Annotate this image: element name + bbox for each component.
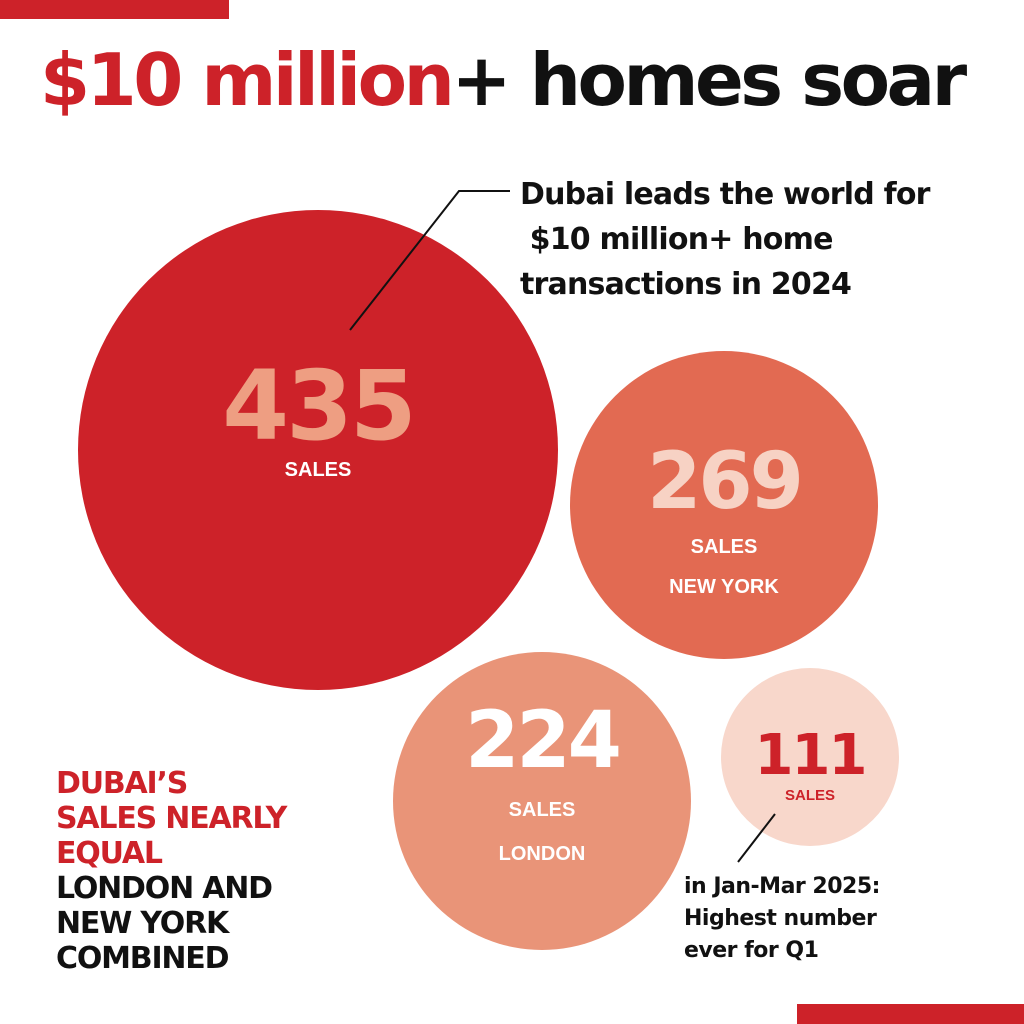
dubai-leader-line bbox=[349, 190, 510, 331]
comparison-note: DUBAI’S SALES NEARLY EQUAL LONDON AND NEW… bbox=[56, 766, 287, 976]
bubble-new-york: 269 SALES NEW YORK bbox=[570, 351, 878, 659]
new-york-sales-value: 269 bbox=[647, 437, 804, 527]
page-title: $10 million+ homes soar bbox=[40, 44, 967, 116]
london-sales-value: 224 bbox=[465, 696, 622, 786]
comparison-note-red: DUBAI’S SALES NEARLY EQUAL bbox=[56, 766, 287, 871]
dubai-sales-value: 435 bbox=[222, 350, 416, 462]
q1-leader-line bbox=[737, 813, 776, 863]
q1-sales-value: 111 bbox=[754, 723, 868, 788]
new-york-sales-label: SALES bbox=[690, 536, 758, 558]
london-city-label: LONDON bbox=[498, 843, 586, 865]
new-york-city-label: NEW YORK bbox=[669, 576, 779, 598]
dubai-sales-label: SALES bbox=[284, 459, 352, 481]
london-sales-label: SALES bbox=[508, 799, 576, 821]
q1-callout: in Jan-Mar 2025: Highest number ever for… bbox=[684, 874, 880, 963]
bubble-dubai: 435 SALES bbox=[78, 210, 558, 690]
dubai-callout: Dubai leads the world for $10 million+ h… bbox=[520, 177, 930, 302]
title-highlight: $10 million bbox=[40, 38, 455, 122]
top-accent-bar bbox=[0, 0, 229, 19]
comparison-note-black: LONDON AND NEW YORK COMBINED bbox=[56, 871, 273, 976]
bubble-london: 224 SALES LONDON bbox=[393, 652, 691, 950]
bubble-q1-2025: 111 SALES bbox=[721, 668, 899, 846]
title-rest: + homes soar bbox=[451, 38, 967, 122]
q1-sales-label: SALES bbox=[784, 787, 835, 804]
bottom-accent-bar bbox=[797, 1004, 1024, 1024]
